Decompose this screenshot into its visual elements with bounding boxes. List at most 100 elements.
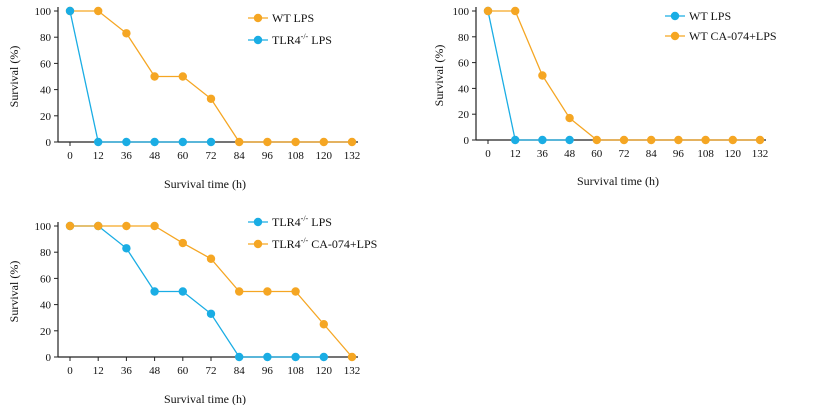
y-tick-label: 100 xyxy=(35,6,52,18)
y-tick-label: 60 xyxy=(458,58,470,70)
y-tick-label: 0 xyxy=(46,137,52,149)
x-tick-label: 96 xyxy=(673,148,685,160)
x-tick-label: 108 xyxy=(697,148,714,160)
y-tick-label: 0 xyxy=(46,352,52,364)
data-point-tlr4-ca-074-lps xyxy=(178,238,187,248)
data-point-wt-lps xyxy=(347,137,357,147)
data-point-tlr4-lps xyxy=(291,352,300,362)
data-point-wt-lps xyxy=(263,137,272,147)
y-tick-label: 80 xyxy=(458,32,470,44)
x-tick-label: 48 xyxy=(149,150,161,162)
data-point-wt-lps xyxy=(150,72,159,81)
data-point-tlr4-lps xyxy=(150,137,159,147)
x-tick-label: 96 xyxy=(262,150,274,162)
data-point-wt-lps xyxy=(319,137,328,147)
x-tick-label: 48 xyxy=(149,365,161,377)
y-tick-label: 100 xyxy=(453,6,470,18)
data-point-wt-ca-074-lps xyxy=(701,135,710,145)
y-tick-label: 20 xyxy=(40,111,52,123)
y-tick-label: 100 xyxy=(35,221,52,233)
x-tick-label: 36 xyxy=(121,365,133,377)
data-point-tlr4-lps xyxy=(65,6,75,16)
survival-chart-wt-vs-tlr4: 0 20 40 60 80 100 0 12 36 48 60 72 84 96 108 120 132 Surv… xyxy=(7,6,361,191)
y-tick-label: 60 xyxy=(40,58,52,70)
data-point-wt-lps xyxy=(291,137,300,147)
data-point-tlr4-ca-074-lps xyxy=(291,287,300,296)
x-tick-label: 0 xyxy=(67,150,73,162)
data-point-tlr4-lps xyxy=(319,352,328,362)
x-tick-label: 0 xyxy=(485,148,491,160)
x-tick-label: 12 xyxy=(93,365,104,377)
x-tick-label: 132 xyxy=(752,148,769,160)
y-tick-label: 40 xyxy=(40,300,52,312)
data-point-wt-ca-074-lps xyxy=(592,135,601,145)
data-point-tlr4-lps xyxy=(150,287,159,296)
legend-marker xyxy=(670,11,680,21)
x-tick-label: 72 xyxy=(206,365,217,377)
data-point-tlr4-ca-074-lps xyxy=(94,221,103,231)
data-point-wt-ca-074-lps xyxy=(565,113,574,123)
series-line-tlr4-lps xyxy=(69,10,211,143)
legend-label: WT LPS xyxy=(272,11,314,25)
y-tick-label: 40 xyxy=(40,85,52,97)
data-point-wt-ca-074-lps xyxy=(619,135,629,145)
survival-chart-tlr4-ca074: 0 20 40 60 80 100 0 12 36 48 60 72 84 96 108 120 132 Surv… xyxy=(7,214,377,405)
x-tick-label: 72 xyxy=(619,148,630,160)
data-point-tlr4-lps xyxy=(206,137,216,147)
data-point-tlr4-ca-074-lps xyxy=(263,287,272,296)
data-point-tlr4-ca-074-lps xyxy=(206,254,216,263)
series-line-wt-lps xyxy=(70,10,352,143)
data-point-wt-ca-074-lps xyxy=(483,6,493,16)
data-point-wt-lps xyxy=(235,137,244,147)
y-axis-title: Survival (%) xyxy=(7,261,21,323)
y-tick-label: 80 xyxy=(40,32,52,44)
x-tick-label: 36 xyxy=(537,148,549,160)
x-tick-label: 48 xyxy=(564,148,576,160)
data-point-tlr4-lps xyxy=(178,287,187,296)
x-tick-label: 108 xyxy=(287,150,304,162)
series-line-tlr4-lps xyxy=(70,225,324,358)
x-tick-label: 60 xyxy=(177,150,189,162)
y-axis-title: Survival (%) xyxy=(432,45,446,107)
legend-label: TLR4-/- LPS xyxy=(272,32,332,47)
data-point-tlr4-ca-074-lps xyxy=(319,320,328,329)
data-point-wt-ca-074-lps xyxy=(755,135,765,145)
x-tick-label: 60 xyxy=(177,365,189,377)
x-tick-label: 132 xyxy=(344,150,361,162)
legend-label: WT CA-074+LPS xyxy=(689,29,777,43)
x-tick-label: 84 xyxy=(234,150,246,162)
x-tick-label: 120 xyxy=(316,150,333,162)
y-tick-label: 60 xyxy=(40,273,52,285)
data-point-tlr4-lps xyxy=(122,137,131,147)
legend-label: TLR4-/- CA-074+LPS xyxy=(272,236,377,251)
x-axis-title: Survival time (h) xyxy=(164,177,246,191)
data-point-wt-lps xyxy=(511,135,520,145)
data-point-tlr4-ca-074-lps xyxy=(65,221,75,231)
y-tick-label: 20 xyxy=(458,109,470,121)
y-tick-label: 80 xyxy=(40,247,52,259)
x-tick-label: 60 xyxy=(591,148,603,160)
x-tick-label: 72 xyxy=(206,150,217,162)
x-tick-label: 120 xyxy=(725,148,742,160)
legend-marker xyxy=(670,31,680,41)
data-point-wt-lps xyxy=(178,72,187,81)
x-axis-title: Survival time (h) xyxy=(577,174,659,188)
data-point-tlr4-ca-074-lps xyxy=(150,221,159,231)
y-axis-title: Survival (%) xyxy=(7,46,21,108)
data-point-wt-ca-074-lps xyxy=(538,71,547,80)
data-point-tlr4-lps xyxy=(122,244,131,253)
data-point-tlr4-lps xyxy=(94,137,103,147)
x-tick-label: 120 xyxy=(316,365,333,377)
data-point-wt-lps xyxy=(565,135,574,145)
y-tick-label: 40 xyxy=(458,83,470,95)
data-point-wt-lps xyxy=(122,29,131,38)
data-point-tlr4-lps xyxy=(178,137,187,147)
data-point-tlr4-lps xyxy=(206,309,216,318)
x-tick-label: 132 xyxy=(344,365,361,377)
x-tick-label: 96 xyxy=(262,365,274,377)
data-point-wt-ca-074-lps xyxy=(647,135,656,145)
x-tick-label: 36 xyxy=(121,150,133,162)
data-point-wt-lps xyxy=(538,135,547,145)
x-axis-title: Survival time (h) xyxy=(164,392,246,405)
